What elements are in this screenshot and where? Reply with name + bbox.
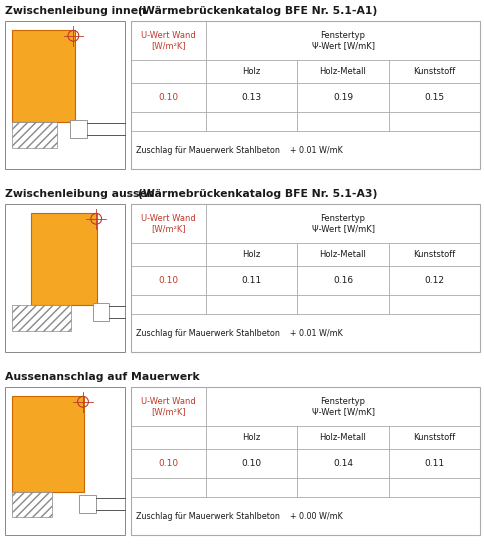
Bar bbox=[92, 303, 109, 321]
Text: Fenstertyp
Ψ-Wert [W/mK]: Fenstertyp Ψ-Wert [W/mK] bbox=[311, 31, 374, 50]
Text: Kunststoff: Kunststoff bbox=[412, 67, 454, 76]
Text: 0.16: 0.16 bbox=[333, 276, 352, 285]
Bar bbox=[31, 213, 97, 305]
Text: (Wärmebrückenkatalog BFE Nr. 5.1-A3): (Wärmebrückenkatalog BFE Nr. 5.1-A3) bbox=[138, 189, 377, 199]
Text: Holz-Metall: Holz-Metall bbox=[319, 433, 366, 442]
Text: (Wärmebrückenkatalog BFE Nr. 5.1-A1): (Wärmebrückenkatalog BFE Nr. 5.1-A1) bbox=[138, 6, 377, 16]
Bar bbox=[131, 204, 479, 352]
Text: Holz: Holz bbox=[242, 250, 260, 259]
Text: Kunststoff: Kunststoff bbox=[412, 433, 454, 442]
Text: Aussenanschlag auf Mauerwerk: Aussenanschlag auf Mauerwerk bbox=[5, 372, 199, 382]
Text: U-Wert Wand
[W/m²K]: U-Wert Wand [W/m²K] bbox=[141, 397, 196, 416]
Text: Holz: Holz bbox=[242, 67, 260, 76]
Text: Zuschlag für Mauerwerk Stahlbeton    + 0.00 W/mK: Zuschlag für Mauerwerk Stahlbeton + 0.00… bbox=[136, 512, 342, 521]
Text: 0.13: 0.13 bbox=[241, 93, 261, 102]
Text: 0.19: 0.19 bbox=[333, 93, 352, 102]
Text: Zwischenleibung innen: Zwischenleibung innen bbox=[5, 6, 146, 16]
Text: 0.10: 0.10 bbox=[158, 276, 178, 285]
Text: Zuschlag für Mauerwerk Stahlbeton    + 0.01 W/mK: Zuschlag für Mauerwerk Stahlbeton + 0.01… bbox=[136, 329, 342, 337]
Text: Holz: Holz bbox=[242, 433, 260, 442]
Bar bbox=[12, 305, 71, 331]
Text: Kunststoff: Kunststoff bbox=[412, 250, 454, 259]
Bar bbox=[79, 495, 96, 513]
Text: Fenstertyp
Ψ-Wert [W/mK]: Fenstertyp Ψ-Wert [W/mK] bbox=[311, 214, 374, 233]
Text: 0.10: 0.10 bbox=[158, 93, 178, 102]
Bar bbox=[5, 387, 125, 535]
Bar bbox=[131, 387, 479, 535]
Bar bbox=[5, 21, 125, 169]
Text: 0.11: 0.11 bbox=[241, 276, 261, 285]
Text: U-Wert Wand
[W/m²K]: U-Wert Wand [W/m²K] bbox=[141, 214, 196, 233]
Text: Holz-Metall: Holz-Metall bbox=[319, 250, 366, 259]
Bar bbox=[70, 120, 87, 138]
Text: 0.15: 0.15 bbox=[424, 93, 443, 102]
Bar bbox=[5, 204, 125, 352]
Text: Holz-Metall: Holz-Metall bbox=[319, 67, 366, 76]
Text: Zwischenleibung aussen: Zwischenleibung aussen bbox=[5, 189, 154, 199]
Bar bbox=[12, 492, 52, 517]
Bar bbox=[12, 396, 84, 492]
Text: Fenstertyp
Ψ-Wert [W/mK]: Fenstertyp Ψ-Wert [W/mK] bbox=[311, 397, 374, 416]
Bar bbox=[12, 30, 75, 122]
Bar bbox=[131, 21, 479, 169]
Text: 0.11: 0.11 bbox=[424, 459, 443, 468]
Text: 0.10: 0.10 bbox=[241, 459, 261, 468]
Text: 0.14: 0.14 bbox=[333, 459, 352, 468]
Text: 0.10: 0.10 bbox=[158, 459, 178, 468]
Text: Zuschlag für Mauerwerk Stahlbeton    + 0.01 W/mK: Zuschlag für Mauerwerk Stahlbeton + 0.01… bbox=[136, 146, 342, 155]
Text: 0.12: 0.12 bbox=[424, 276, 443, 285]
Text: U-Wert Wand
[W/m²K]: U-Wert Wand [W/m²K] bbox=[141, 31, 196, 50]
Bar bbox=[12, 122, 57, 149]
